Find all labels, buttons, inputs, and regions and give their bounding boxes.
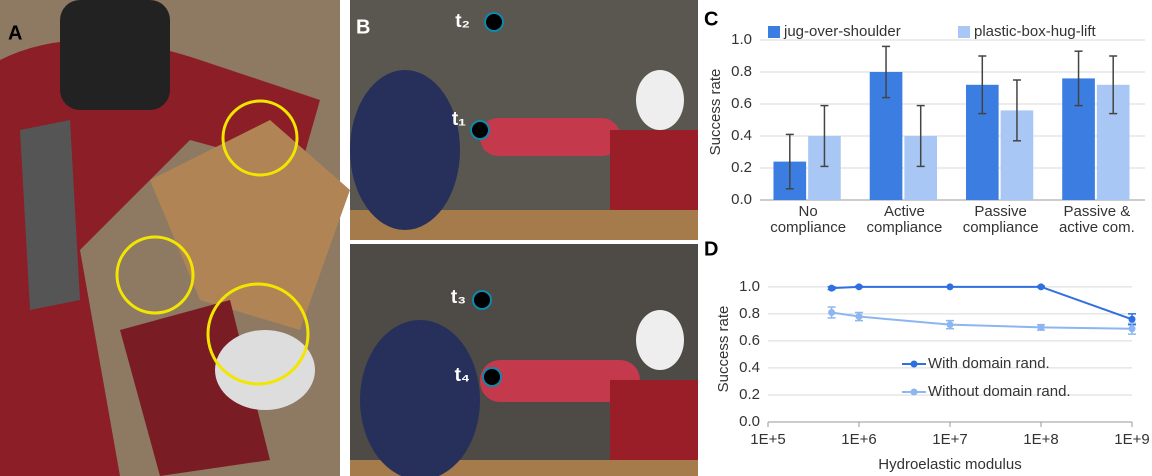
x-tick-label: Passive & — [1064, 203, 1131, 220]
robot-head — [636, 310, 684, 370]
time-label: t₂ — [455, 11, 470, 32]
x-tick-label: active com. — [1059, 219, 1135, 236]
panel-label: D — [704, 238, 718, 260]
point — [828, 309, 836, 316]
time-marker — [484, 12, 504, 32]
legend-marker — [910, 360, 918, 368]
x-tick-label: No — [799, 203, 818, 220]
person — [360, 320, 480, 476]
x-tick-label: Passive — [974, 203, 1027, 220]
y-tick-label: 0.0 — [731, 191, 752, 208]
robot-head — [60, 0, 170, 110]
x-tick-label: 1E+6 — [841, 431, 876, 448]
time-label: t₃ — [451, 287, 466, 308]
legend-swatch — [768, 26, 780, 38]
series-line — [831, 285, 1133, 321]
point — [946, 321, 954, 329]
legend-label: With domain rand. — [928, 355, 1050, 372]
legend-label: plastic-box-hug-lift — [974, 23, 1097, 40]
robot-arm — [480, 360, 640, 402]
y-tick-label: 0.6 — [739, 332, 760, 349]
point — [828, 284, 836, 292]
legend-label: Without domain rand. — [928, 383, 1071, 400]
y-tick-label: 0.4 — [739, 359, 760, 376]
series-line — [831, 311, 1133, 330]
x-tick-label: compliance — [963, 219, 1039, 236]
y-tick-label: 0.2 — [739, 386, 760, 403]
time-label: t₄ — [455, 365, 470, 386]
legend-label: jug-over-shoulder — [783, 23, 901, 40]
y-axis-label: Success rate — [707, 69, 724, 156]
y-tick-label: 0.6 — [731, 95, 752, 112]
x-tick-label: 1E+7 — [932, 431, 967, 448]
time-marker — [472, 290, 492, 310]
robot-head — [636, 70, 684, 130]
y-tick-label: 0.2 — [731, 159, 752, 176]
point — [855, 313, 863, 321]
contact-circle — [206, 282, 310, 386]
y-tick-label: 1.0 — [731, 31, 752, 48]
point — [855, 283, 863, 291]
point — [1037, 283, 1045, 291]
x-tick-label: 1E+9 — [1114, 431, 1149, 448]
robot-body — [610, 130, 698, 210]
time-marker — [470, 120, 490, 140]
y-axis-label: Success rate — [715, 306, 732, 393]
y-tick-label: 0.8 — [739, 305, 760, 322]
point — [1128, 325, 1136, 333]
contact-circle — [221, 99, 299, 177]
point — [946, 283, 954, 291]
time-label: t₁ — [452, 109, 466, 130]
time-marker — [482, 367, 502, 387]
y-tick-label: 1.0 — [739, 278, 760, 295]
point — [1037, 323, 1045, 331]
y-tick-label: 0.0 — [739, 413, 760, 430]
panel-label: C — [704, 8, 718, 30]
sleeve — [20, 120, 80, 310]
legend-swatch — [958, 26, 970, 38]
x-tick-label: 1E+5 — [750, 431, 785, 448]
panel-label: A — [8, 22, 22, 44]
person — [350, 70, 460, 230]
y-tick-label: 0.4 — [731, 127, 752, 144]
x-tick-label: compliance — [866, 219, 942, 236]
point — [1128, 315, 1136, 323]
x-tick-label: Active — [884, 203, 925, 220]
hand — [215, 330, 315, 410]
x-tick-label: 1E+8 — [1023, 431, 1058, 448]
panel-label: B — [356, 16, 370, 38]
legend-marker — [910, 388, 918, 396]
robot-arm — [480, 118, 620, 156]
box — [150, 120, 350, 330]
y-tick-label: 0.8 — [731, 63, 752, 80]
x-tick-label: compliance — [770, 219, 846, 236]
robot-body — [610, 380, 698, 460]
contact-circle — [115, 235, 195, 315]
x-axis-label: Hydroelastic modulus — [878, 456, 1021, 473]
